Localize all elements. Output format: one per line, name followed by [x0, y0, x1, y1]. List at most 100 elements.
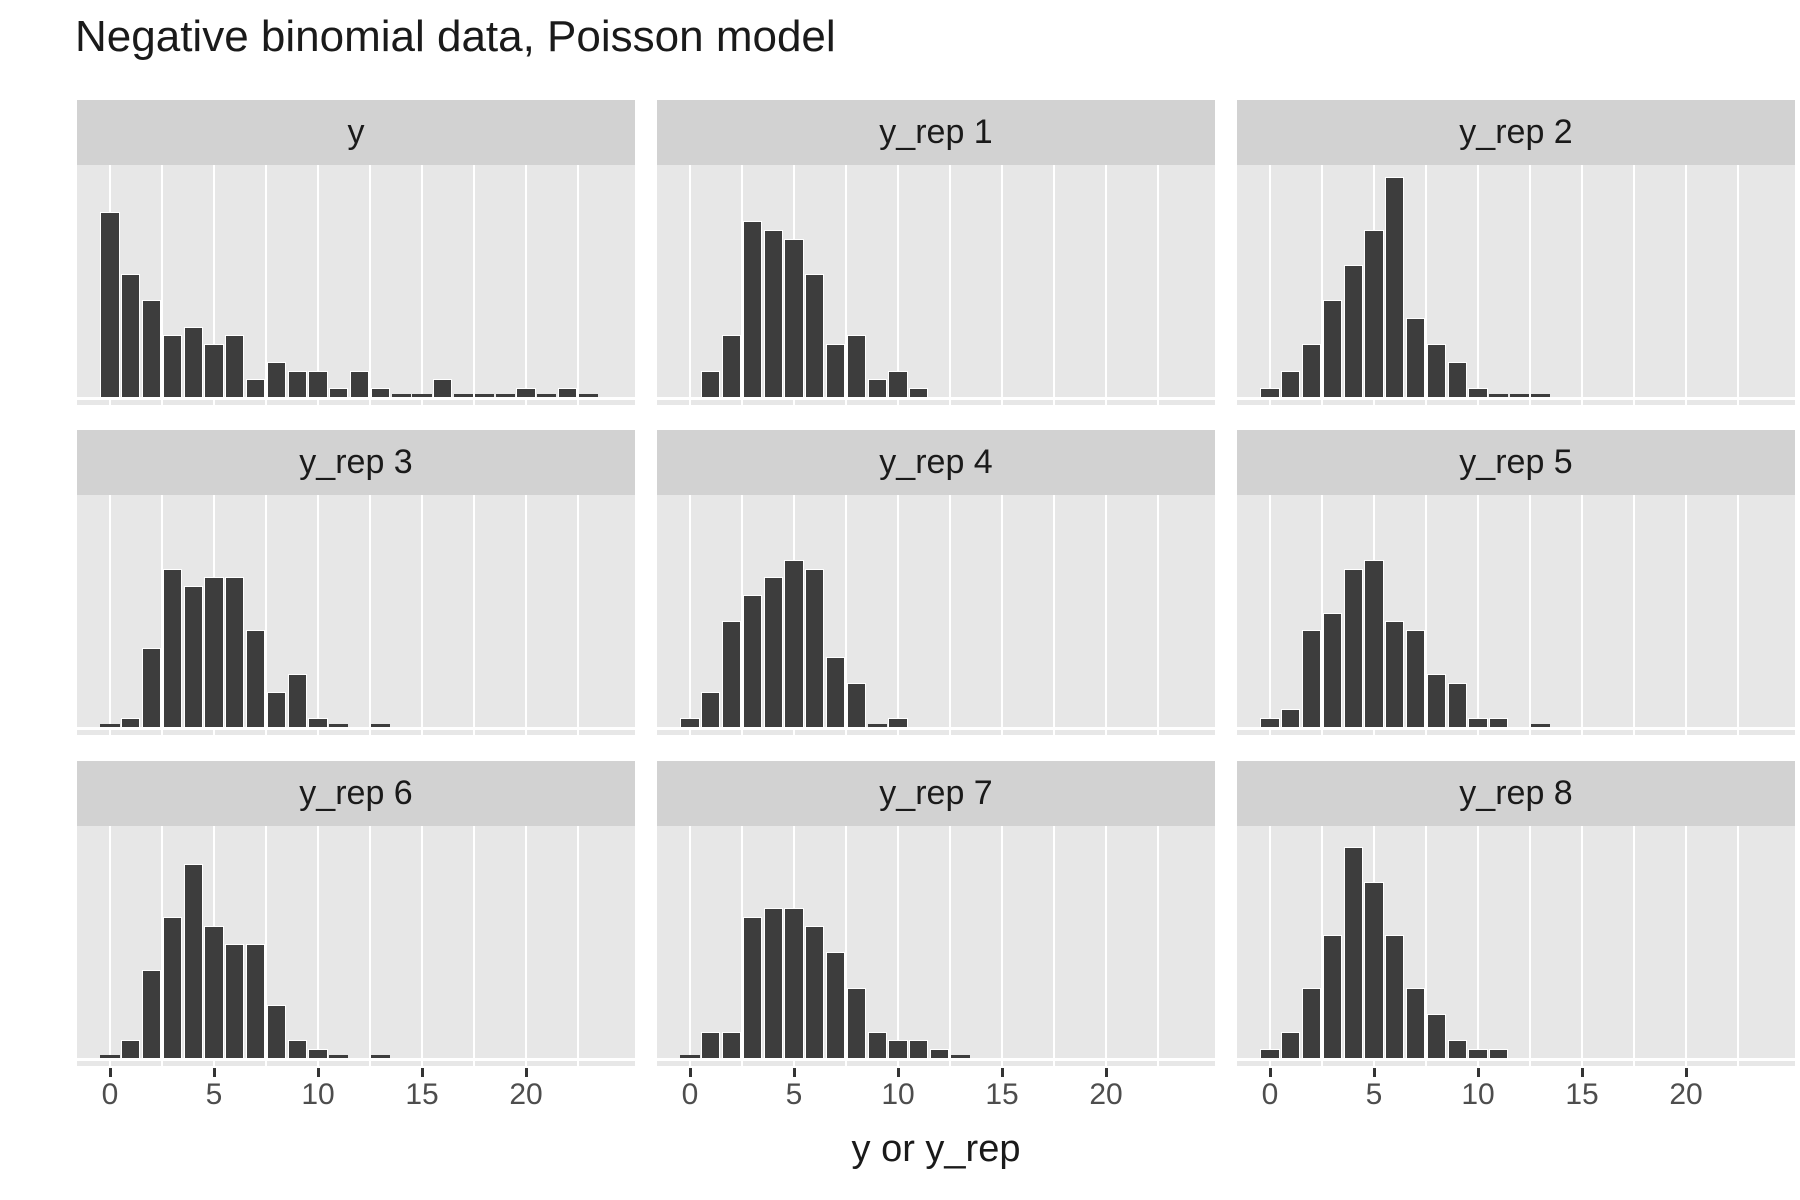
histogram-bar [162, 335, 183, 397]
histogram-bar [100, 212, 120, 397]
histogram-bar [287, 674, 307, 727]
histogram-bar [1364, 229, 1384, 397]
facet-panel [657, 165, 1215, 405]
histogram-bar [1301, 344, 1322, 397]
gridline-minor [161, 165, 163, 405]
histogram-bar [204, 344, 224, 397]
histogram-bar [1426, 674, 1447, 727]
gridline-major [420, 495, 424, 735]
gridline-minor [1157, 495, 1159, 735]
histogram-bar [287, 1040, 307, 1058]
histogram-bar [680, 718, 700, 727]
gridline-major [1000, 826, 1004, 1066]
gridline-major [524, 165, 528, 405]
histogram-bar [1343, 846, 1363, 1058]
histogram-bar [929, 1049, 950, 1058]
histogram-bar [888, 718, 908, 727]
zero-count-bin [578, 394, 599, 397]
gridline-minor [577, 495, 579, 735]
histogram-bar [701, 1031, 721, 1058]
gridline-major [1104, 826, 1108, 1066]
histogram-bar [141, 300, 162, 397]
histogram-bar [846, 335, 867, 397]
x-axis-tick [1268, 1068, 1272, 1077]
gridline-major [212, 165, 216, 405]
facet-panel [1237, 495, 1795, 735]
histogram-bar [825, 656, 846, 727]
facet-strip: y_rep 5 [1237, 430, 1795, 495]
gridline-minor [845, 165, 847, 405]
gridline-minor [369, 826, 371, 1066]
histogram-bar [1489, 1049, 1509, 1058]
gridline-minor [949, 826, 951, 1066]
histogram-bar [742, 595, 763, 727]
x-axis-tick-label: 10 [301, 1078, 335, 1111]
gridline-minor [369, 165, 371, 405]
gridline-major [316, 826, 320, 1066]
gridline-minor [741, 165, 743, 405]
histogram-bar [1447, 683, 1467, 727]
histogram-bar [721, 1031, 742, 1058]
facet-panel [1237, 165, 1795, 405]
histogram-bar [266, 1005, 287, 1058]
zero-count-bin [495, 394, 515, 397]
histogram-bar [805, 926, 825, 1058]
gridline-major [1684, 826, 1688, 1066]
histogram-bar [1260, 1049, 1280, 1058]
axis-baseline [1237, 727, 1795, 730]
gridline-major [1684, 165, 1688, 405]
histogram-bar [1281, 370, 1301, 397]
histogram-bar [349, 370, 370, 397]
histogram-bar [867, 379, 887, 397]
axis-baseline [1237, 397, 1795, 400]
gridline-major [1476, 165, 1480, 405]
histogram-bar [1426, 344, 1447, 397]
histogram-bar [245, 379, 266, 397]
gridline-minor [1737, 826, 1739, 1066]
gridline-major [1476, 826, 1480, 1066]
gridline-minor [1737, 165, 1739, 405]
gridline-minor [1157, 165, 1159, 405]
histogram-bar [784, 908, 804, 1058]
gridline-minor [741, 826, 743, 1066]
x-axis-tick-label: 20 [1089, 1078, 1123, 1111]
x-axis-tick [896, 1068, 900, 1077]
gridline-major [1104, 495, 1108, 735]
histogram-bar [763, 908, 783, 1058]
x-axis-tick-label: 15 [405, 1078, 439, 1111]
facet-strip: y_rep 2 [1237, 100, 1795, 165]
gridline-major [1476, 495, 1480, 735]
histogram-bar [1468, 718, 1488, 727]
facet-strip-label: y_rep 1 [879, 113, 993, 151]
histogram-bar [805, 568, 825, 727]
gridline-minor [265, 826, 267, 1066]
gridline-major [896, 495, 900, 735]
zero-count-bin [100, 1055, 120, 1058]
x-axis-tick [316, 1068, 320, 1077]
gridline-minor [473, 165, 475, 405]
facet-panel [77, 826, 635, 1066]
axis-baseline [77, 1058, 635, 1061]
zero-count-bin [867, 724, 887, 727]
histogram-bar [245, 630, 266, 727]
histogram-bar [784, 559, 804, 727]
histogram-bar [308, 718, 328, 727]
gridline-minor [369, 495, 371, 735]
x-axis-tick-label: 5 [785, 1078, 803, 1111]
histogram-bar [763, 229, 783, 397]
histogram-bar [266, 691, 287, 727]
histogram-bar [141, 970, 162, 1058]
histogram-bar [308, 1049, 328, 1058]
gridline-minor [473, 495, 475, 735]
zero-count-bin [1530, 394, 1551, 397]
facet-panel [657, 826, 1215, 1066]
histogram-bar [909, 1040, 929, 1058]
histogram-bar [162, 917, 183, 1058]
gridline-minor [577, 826, 579, 1066]
gridline-major [108, 495, 112, 735]
gridline-major [1000, 165, 1004, 405]
histogram-bar [1468, 388, 1488, 397]
zero-count-bin [391, 394, 411, 397]
facet-strip-label: y_rep 3 [299, 443, 413, 481]
